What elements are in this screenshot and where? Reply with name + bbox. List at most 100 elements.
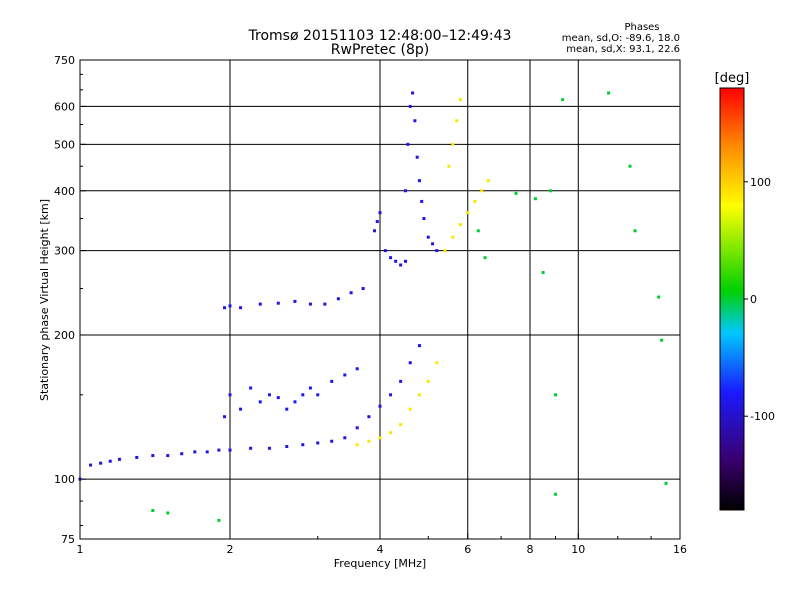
data-point (239, 306, 243, 310)
data-point (217, 518, 221, 522)
data-point (343, 373, 347, 377)
data-point (553, 492, 557, 496)
data-point (549, 189, 553, 193)
data-point (151, 454, 155, 458)
x-tick-label: 2 (227, 543, 234, 556)
data-point (316, 393, 320, 397)
data-point (411, 91, 415, 95)
data-point (205, 450, 209, 454)
data-point (533, 197, 537, 201)
data-point (228, 448, 232, 452)
colorbar-tick-label: -100 (750, 410, 775, 423)
data-point (389, 431, 393, 435)
data-point (514, 191, 518, 195)
data-point (249, 386, 253, 390)
data-point (660, 338, 664, 342)
data-point (435, 249, 439, 253)
data-point (375, 220, 379, 224)
data-point (301, 443, 305, 447)
data-point (367, 415, 371, 419)
data-point (301, 393, 305, 397)
data-point (486, 179, 490, 183)
data-point (373, 229, 377, 233)
data-point (389, 393, 393, 397)
data-point (406, 142, 410, 146)
data-point (403, 189, 407, 193)
x-tick-label: 4 (377, 543, 384, 556)
data-point (361, 287, 365, 291)
data-point (285, 407, 289, 411)
data-point (426, 379, 430, 383)
data-point (541, 271, 545, 275)
data-point (657, 295, 661, 299)
y-tick-label: 500 (54, 138, 75, 151)
y-tick-label: 75 (61, 533, 75, 546)
data-point (316, 441, 320, 445)
chart-title: Tromsø 20151103 12:48:00–12:49:43 (248, 28, 512, 44)
data-point (323, 302, 327, 306)
data-point (431, 242, 435, 246)
colorbar-ticks: 100 0 -100 (744, 176, 775, 423)
data-point (135, 455, 139, 459)
data-point (89, 463, 93, 467)
y-tick-label: 400 (54, 185, 75, 198)
scatter-points (78, 91, 668, 522)
data-point (394, 259, 398, 263)
plot-frame (79, 59, 681, 540)
data-point (443, 249, 447, 253)
data-point (458, 223, 462, 227)
y-tick-label: 750 (54, 54, 75, 67)
data-point (383, 249, 387, 253)
data-point (408, 361, 412, 365)
colorbar (719, 87, 745, 511)
data-point (399, 379, 403, 383)
data-point (561, 98, 565, 102)
data-point (466, 211, 470, 215)
data-point (166, 511, 170, 515)
data-point (166, 454, 170, 458)
data-point (408, 407, 412, 411)
data-point (285, 444, 289, 448)
x-tick-label: 16 (673, 543, 687, 556)
x-tick-label: 10 (571, 543, 585, 556)
data-point (276, 301, 280, 305)
data-point (223, 415, 227, 419)
data-point (378, 211, 382, 215)
y-tick-label: 100 (54, 473, 75, 486)
data-point (355, 367, 359, 371)
data-point (217, 448, 221, 452)
data-point (276, 396, 280, 400)
y-tick-label: 600 (54, 100, 75, 113)
data-point (293, 299, 297, 303)
plot-area: 1 2 4 6 8 10 16 75 100 200 300 400 500 600 750 (54, 54, 687, 556)
data-point (417, 344, 421, 348)
data-point (473, 199, 477, 203)
data-point (355, 443, 359, 447)
chart-subtitle: RwPretec (8p) (331, 42, 429, 58)
data-point (435, 361, 439, 365)
data-point (447, 164, 451, 168)
data-point (330, 439, 334, 443)
data-point (417, 179, 421, 183)
data-point (99, 461, 103, 465)
data-point (228, 304, 232, 308)
data-point (480, 189, 484, 193)
x-axis-label: Frequency [MHz] (334, 557, 426, 570)
data-point (408, 104, 412, 108)
data-point (403, 259, 407, 263)
data-point (399, 263, 403, 267)
data-point (117, 457, 121, 461)
phases-o-stats: mean, sd,O: -89.6, 18.0 (562, 33, 680, 44)
data-point (367, 439, 371, 443)
data-point (349, 291, 353, 295)
data-point (426, 235, 430, 239)
data-point (193, 450, 197, 454)
data-point (330, 379, 334, 383)
data-point (151, 509, 155, 513)
x-tick-label: 8 (527, 543, 534, 556)
data-point (228, 393, 232, 397)
y-tick-label: 200 (54, 329, 75, 342)
data-point (607, 91, 611, 95)
data-point (336, 297, 340, 301)
data-point (633, 229, 637, 233)
